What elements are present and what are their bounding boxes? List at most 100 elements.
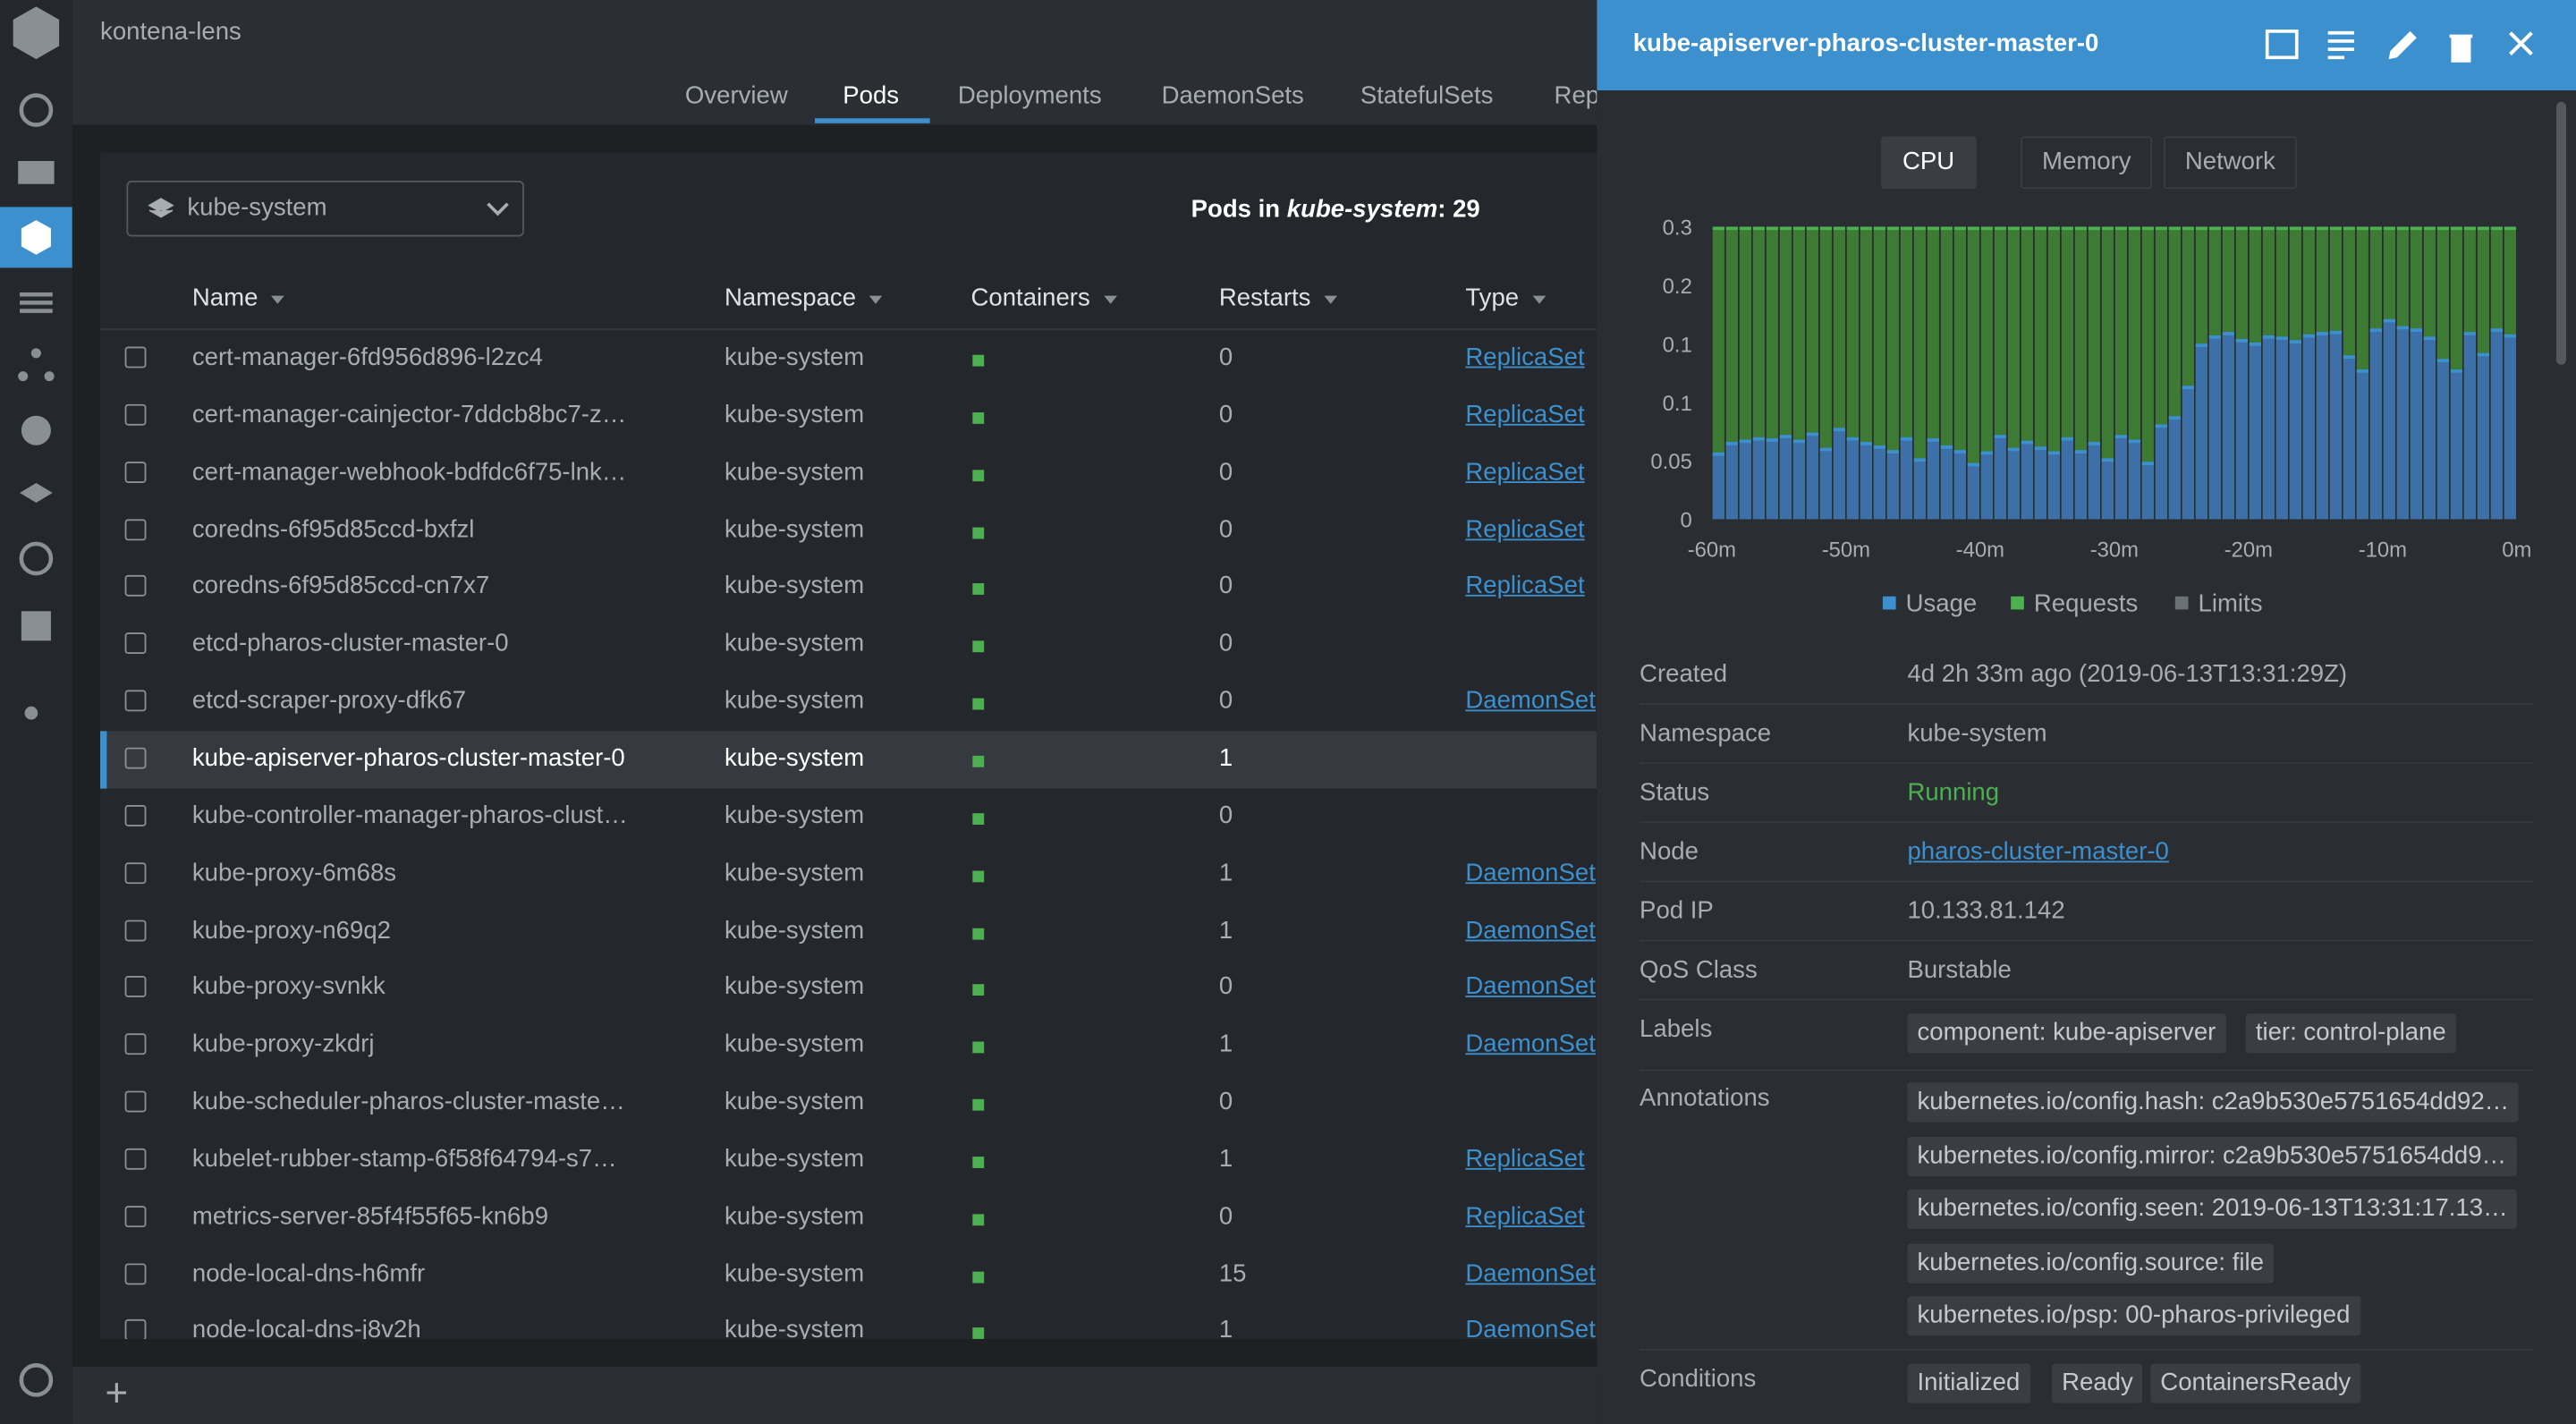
usage-cap xyxy=(2208,335,2221,339)
chart-tab[interactable]: Memory xyxy=(2021,136,2153,190)
usage-bar xyxy=(2007,447,2020,520)
shell-button[interactable] xyxy=(2265,30,2299,60)
checkbox[interactable] xyxy=(124,346,147,369)
table-row[interactable]: kube-proxy-zkdrj kube-system 1 DaemonSet xyxy=(100,1017,1597,1074)
column-header[interactable]: Containers xyxy=(971,284,1117,312)
close-button[interactable] xyxy=(2509,31,2533,56)
pod-type[interactable]: DaemonSet xyxy=(1465,972,1596,1002)
add-button[interactable]: + xyxy=(105,1371,129,1417)
edit-button[interactable] xyxy=(2388,30,2417,60)
table-row[interactable]: metrics-server-85f4f55f65-kn6b9 kube-syst… xyxy=(100,1189,1597,1246)
usage-cap xyxy=(2128,439,2140,444)
pod-type[interactable]: DaemonSet xyxy=(1465,686,1596,716)
checkbox[interactable] xyxy=(124,1319,147,1339)
network-icon[interactable] xyxy=(44,371,55,382)
tab[interactable]: Rep xyxy=(1554,81,1600,111)
cluster-icon[interactable] xyxy=(19,93,54,127)
namespaces-icon[interactable] xyxy=(20,483,53,504)
checkbox[interactable] xyxy=(124,632,147,655)
table-row[interactable]: cert-manager-6fd956d896-l2zc4 kube-system… xyxy=(100,330,1597,387)
checkbox[interactable] xyxy=(124,1205,147,1227)
table-row[interactable]: etcd-scraper-proxy-dfk67 kube-system 0 Daem… xyxy=(100,674,1597,731)
config-icon[interactable] xyxy=(20,301,53,305)
table-row[interactable]: kube-apiserver-pharos-cluster-master-0 ku… xyxy=(100,731,1597,789)
checkbox[interactable] xyxy=(124,861,147,884)
checkbox[interactable] xyxy=(124,1148,147,1170)
usage-bar xyxy=(2329,330,2342,520)
checkbox[interactable] xyxy=(124,1090,147,1113)
table-row[interactable]: kube-proxy-svnkk kube-system 0 DaemonSet xyxy=(100,960,1597,1017)
namespace-select[interactable]: kube-system xyxy=(126,181,524,237)
tab[interactable]: Deployments xyxy=(957,81,1102,111)
property-value[interactable]: pharos-cluster-master-0 xyxy=(1907,837,2169,866)
pod-type[interactable]: ReplicaSet xyxy=(1465,343,1585,372)
pod-type[interactable]: DaemonSet xyxy=(1465,1259,1596,1288)
pod-type[interactable]: ReplicaSet xyxy=(1465,1202,1585,1231)
row-separator xyxy=(1640,939,2534,942)
tab[interactable]: DaemonSets xyxy=(1161,81,1304,111)
pod-type[interactable]: ReplicaSet xyxy=(1465,457,1585,487)
table-row[interactable]: kube-proxy-n69q2 kube-system 1 DaemonSet xyxy=(100,903,1597,960)
table-row[interactable]: cert-manager-cainjector-7ddcb8bc7-z… kube… xyxy=(100,387,1597,445)
checkbox[interactable] xyxy=(124,690,147,712)
events-icon[interactable] xyxy=(19,541,54,576)
tab[interactable]: Overview xyxy=(684,81,788,111)
table-row[interactable]: kube-proxy-6m68s kube-system 1 DaemonSet xyxy=(100,845,1597,903)
column-header[interactable]: Namespace xyxy=(724,284,883,312)
checkbox[interactable] xyxy=(124,1262,147,1284)
config-icon[interactable] xyxy=(20,292,53,297)
requests-cap xyxy=(2329,226,2342,231)
nodes-icon[interactable] xyxy=(18,161,55,184)
table-row[interactable]: coredns-6f95d85ccd-cn7x7 kube-system 0 Repl… xyxy=(100,559,1597,616)
table-row[interactable]: cert-manager-webhook-bdfdc6f75-lnk… kube-… xyxy=(100,445,1597,502)
checkbox[interactable] xyxy=(124,747,147,769)
column-header[interactable]: Type xyxy=(1465,284,1546,312)
usage-bar xyxy=(1860,442,1872,520)
network-icon[interactable] xyxy=(18,371,29,382)
chart-tab[interactable]: Network xyxy=(2163,136,2297,190)
config-icon[interactable] xyxy=(20,309,53,313)
checkbox[interactable] xyxy=(124,804,147,826)
chart-tab[interactable]: CPU xyxy=(1881,136,1976,190)
table-row[interactable]: kube-controller-manager-pharos-clust… kub… xyxy=(100,788,1597,845)
usage-cap xyxy=(1886,450,1899,453)
requests-cap xyxy=(1927,226,1939,231)
delete-button[interactable] xyxy=(2449,34,2473,63)
checkbox[interactable] xyxy=(124,518,147,540)
table-row[interactable]: node-local-dns-h6mfr kube-system 15 DaemonS… xyxy=(100,1246,1597,1303)
column-header[interactable]: Name xyxy=(192,284,284,312)
checkbox[interactable] xyxy=(124,1033,147,1055)
power-icon[interactable] xyxy=(19,1363,54,1397)
checkbox[interactable] xyxy=(124,461,147,483)
users-icon[interactable] xyxy=(24,706,38,720)
storage-icon[interactable] xyxy=(21,415,51,445)
apps-icon[interactable] xyxy=(21,611,51,641)
network-icon[interactable] xyxy=(30,348,41,359)
table-row[interactable]: node-local-dns-j8v2h kube-system 1 DaemonSe… xyxy=(100,1303,1597,1339)
pod-type[interactable]: ReplicaSet xyxy=(1465,514,1585,544)
tab[interactable]: Pods xyxy=(843,81,900,111)
checkbox[interactable] xyxy=(124,403,147,426)
checkbox[interactable] xyxy=(124,575,147,598)
checkbox[interactable] xyxy=(124,976,147,998)
workloads-icon[interactable] xyxy=(21,220,51,255)
pod-type[interactable]: DaemonSet xyxy=(1465,915,1596,945)
sort-arrow xyxy=(1324,294,1337,303)
table-row[interactable]: etcd-pharos-cluster-master-0 kube-system 0 xyxy=(100,616,1597,674)
pod-type[interactable]: ReplicaSet xyxy=(1465,1145,1585,1174)
column-header[interactable]: Restarts xyxy=(1219,284,1337,312)
table-row[interactable]: kubelet-rubber-stamp-6f58f64794-s7… kube-… xyxy=(100,1132,1597,1189)
pod-type[interactable]: ReplicaSet xyxy=(1465,572,1585,601)
pod-type[interactable]: DaemonSet xyxy=(1465,1030,1596,1059)
tab[interactable]: StatefulSets xyxy=(1360,81,1494,111)
row-separator xyxy=(1640,998,2534,1001)
checkbox[interactable] xyxy=(124,919,147,941)
logs-button[interactable] xyxy=(2327,30,2355,60)
table-row[interactable]: kube-scheduler-pharos-cluster-maste… kube… xyxy=(100,1074,1597,1132)
pod-type[interactable]: DaemonSet xyxy=(1465,1317,1596,1339)
usage-bar xyxy=(1712,452,1724,520)
pod-type[interactable]: DaemonSet xyxy=(1465,858,1596,887)
container-status xyxy=(972,698,985,710)
table-row[interactable]: coredns-6f95d85ccd-bxfzl kube-system 0 Repl… xyxy=(100,502,1597,559)
pod-type[interactable]: ReplicaSet xyxy=(1465,400,1585,429)
